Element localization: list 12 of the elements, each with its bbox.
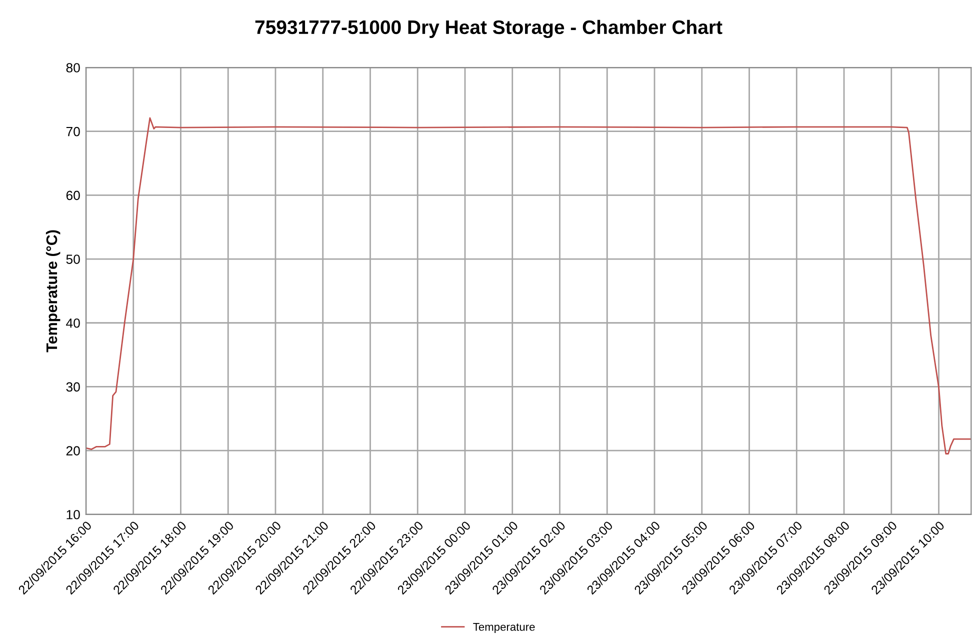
y-tick-label: 30 bbox=[66, 382, 80, 392]
y-axis-title: Temperature (°C) bbox=[46, 230, 60, 352]
legend-label: Temperature bbox=[473, 623, 535, 633]
y-tick-label: 10 bbox=[66, 510, 80, 520]
y-tick-label: 70 bbox=[66, 126, 80, 136]
chart-title: 75931777-51000 Dry Heat Storage - Chamber Chart bbox=[255, 20, 722, 38]
y-tick-label: 20 bbox=[66, 446, 80, 456]
y-tick-label: 40 bbox=[66, 318, 80, 328]
y-tick-label: 60 bbox=[66, 190, 80, 200]
line-series bbox=[86, 117, 972, 454]
y-tick-label: 50 bbox=[66, 254, 80, 264]
y-tick-label: 80 bbox=[66, 63, 80, 72]
